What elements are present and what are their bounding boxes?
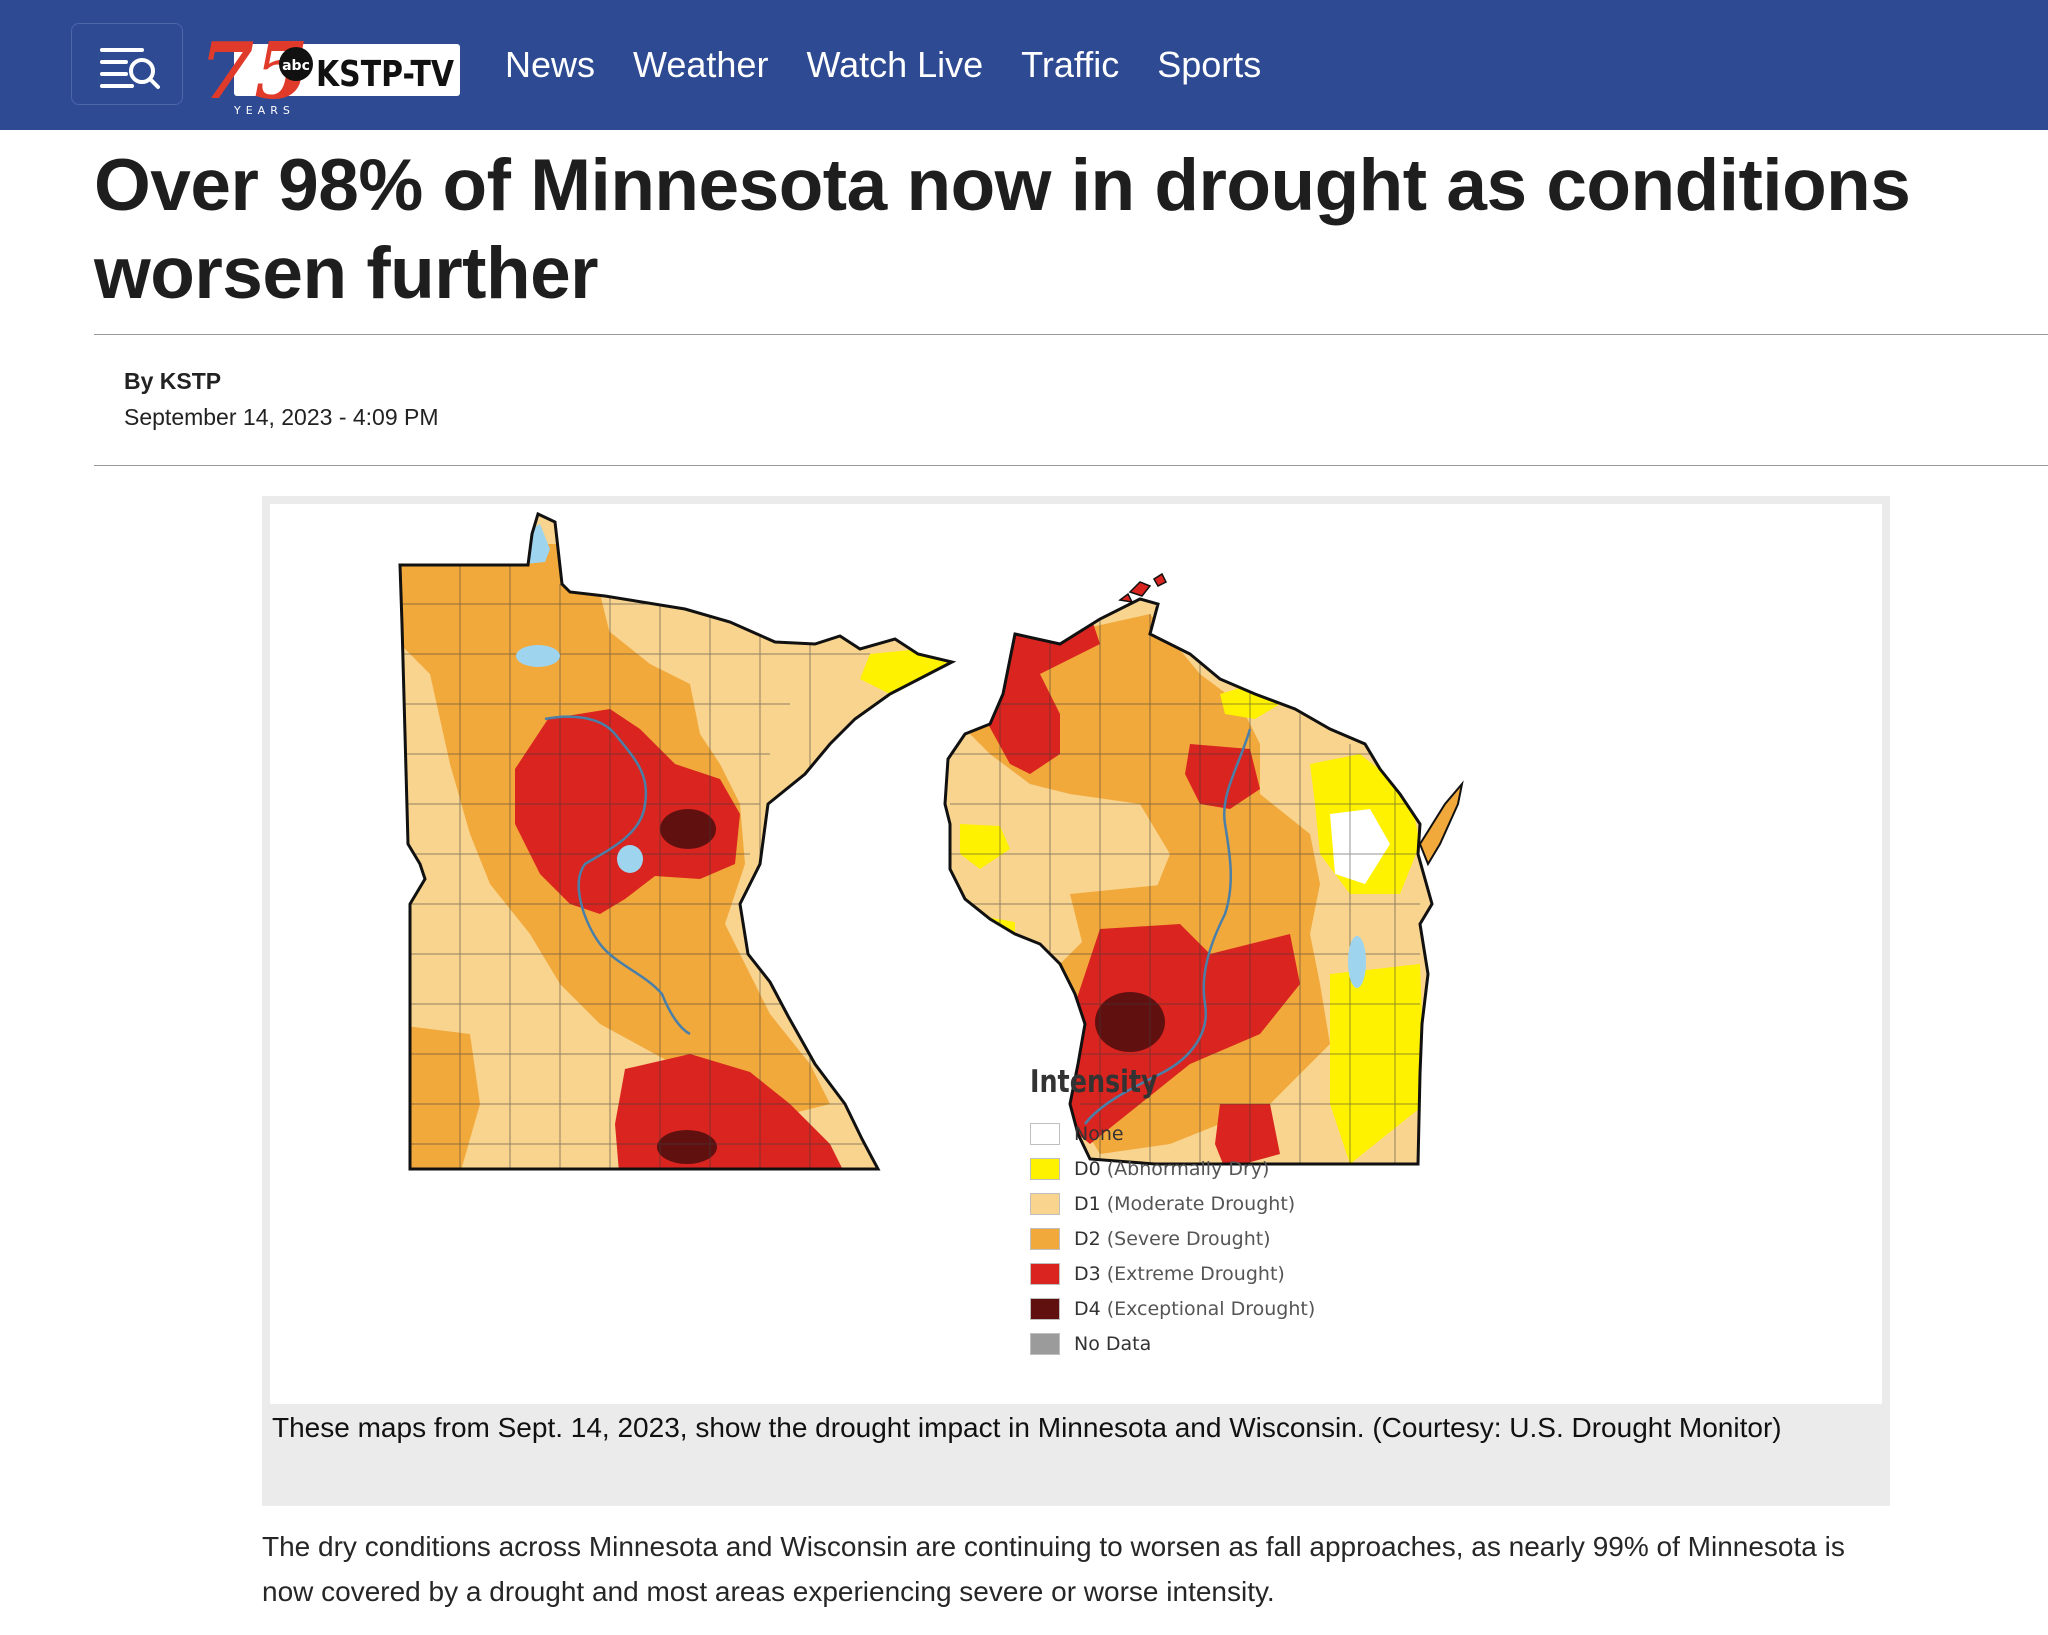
menu-button[interactable] <box>71 23 183 105</box>
nav-link-sports[interactable]: Sports <box>1157 44 1262 85</box>
legend-swatch-d2 <box>1030 1227 1060 1250</box>
legend-item: D1 (Moderate Drought) <box>1030 1186 1315 1221</box>
legend-code: No Data <box>1074 1332 1152 1355</box>
svg-text:KSTP-TV: KSTP-TV <box>316 54 454 95</box>
site-header: 75 abc KSTP-TV YEARS News Weather Watch … <box>0 0 2048 130</box>
drought-map-image[interactable]: Intensity None D0 (Abnormally Dry) D1 (M… <box>270 504 1882 1404</box>
legend-item: D3 (Extreme Drought) <box>1030 1256 1315 1291</box>
legend-swatch-d3 <box>1030 1262 1060 1285</box>
svg-text:abc: abc <box>282 58 310 74</box>
legend-code: D2 <box>1074 1227 1101 1250</box>
legend-item: None <box>1030 1116 1315 1151</box>
legend-swatch-d4 <box>1030 1297 1060 1320</box>
legend-code: None <box>1074 1122 1124 1145</box>
legend-swatch-no-data <box>1030 1332 1060 1355</box>
figure-caption: These maps from Sept. 14, 2023, show the… <box>272 1412 1782 1443</box>
legend-item: D2 (Severe Drought) <box>1030 1221 1315 1256</box>
kstp-logo[interactable]: 75 abc KSTP-TV YEARS <box>190 18 470 118</box>
svg-text:YEARS: YEARS <box>233 104 295 117</box>
legend-code: D0 <box>1074 1157 1101 1180</box>
main-nav: News Weather Watch Live Traffic Sports <box>505 0 1261 130</box>
legend-desc: (Abnormally Dry) <box>1106 1157 1270 1180</box>
legend-code: D4 <box>1074 1297 1101 1320</box>
drought-legend: Intensity None D0 (Abnormally Dry) D1 (M… <box>1030 1064 1315 1361</box>
legend-code: D1 <box>1074 1192 1101 1215</box>
nav-link-traffic[interactable]: Traffic <box>1021 44 1120 85</box>
legend-desc: (Exceptional Drought) <box>1106 1297 1316 1320</box>
nav-link-weather[interactable]: Weather <box>633 44 769 85</box>
article-headline: Over 98% of Minnesota now in drought as … <box>94 145 1911 314</box>
article-date: September 14, 2023 - 4:09 PM <box>124 404 439 430</box>
legend-swatch-d0 <box>1030 1157 1060 1180</box>
legend-desc: (Extreme Drought) <box>1106 1262 1285 1285</box>
legend-swatch-none <box>1030 1122 1060 1145</box>
legend-desc: (Severe Drought) <box>1106 1227 1271 1250</box>
legend-code: D3 <box>1074 1262 1101 1285</box>
legend-title: Intensity <box>1030 1064 1158 1100</box>
drought-map-figure: Intensity None D0 (Abnormally Dry) D1 (M… <box>262 496 1890 1506</box>
legend-desc: (Moderate Drought) <box>1106 1192 1296 1215</box>
legend-item: D0 (Abnormally Dry) <box>1030 1151 1315 1186</box>
nav-link-watch-live[interactable]: Watch Live <box>806 44 984 85</box>
menu-search-icon <box>100 48 160 89</box>
legend-item: No Data <box>1030 1326 1315 1361</box>
legend-swatch-d1 <box>1030 1192 1060 1215</box>
minnesota-map <box>400 514 952 1169</box>
divider-bottom <box>94 465 2048 466</box>
divider-top <box>94 334 2048 335</box>
nav-link-news[interactable]: News <box>505 44 596 85</box>
legend-item: D4 (Exceptional Drought) <box>1030 1291 1315 1326</box>
article-byline[interactable]: By KSTP <box>124 368 222 394</box>
drought-maps-svg <box>398 511 1464 1171</box>
article-paragraph: The dry conditions across Minnesota and … <box>262 1531 1845 1607</box>
